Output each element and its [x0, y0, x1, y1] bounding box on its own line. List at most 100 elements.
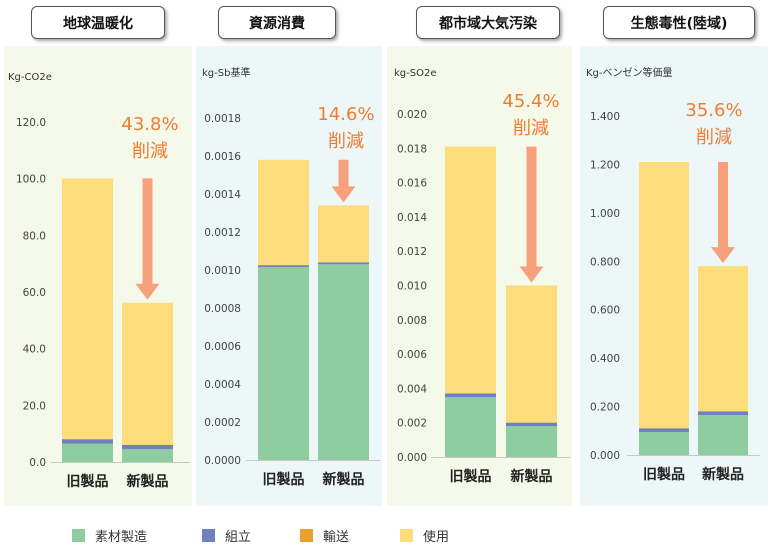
y-tick-label: 0.014 [397, 212, 427, 224]
y-tick-label: 0.0002 [204, 417, 241, 429]
bar-segment-use [62, 178, 113, 440]
bar-segment-material [506, 426, 557, 457]
legend-item-use: 使用 [400, 526, 449, 545]
bar-segment-use [698, 266, 748, 412]
y-tick-label: 0.000 [590, 450, 620, 462]
bar-segment-use [122, 302, 173, 445]
y-tick-label: 0.0016 [204, 151, 241, 163]
bar-segment-assembly [62, 439, 113, 444]
y-tick-label: 0.0004 [204, 379, 241, 391]
y-tick-label: 0.012 [397, 246, 427, 258]
x-category-label: 新製品 [511, 468, 553, 485]
y-tick-label: 20.0 [23, 400, 46, 412]
y-tick-label: 1.200 [590, 159, 620, 171]
x-category-label: 旧製品 [67, 473, 109, 490]
y-tick-label: 0.0014 [204, 189, 241, 201]
bar-segment-material [62, 443, 113, 462]
reduction-arrow [519, 146, 544, 283]
bar-segment-material [445, 396, 496, 457]
y-tick-label: 0.0008 [204, 303, 241, 315]
y-tick-label: 0.400 [590, 353, 620, 365]
reduction-arrow [331, 159, 356, 203]
unit-label: kg-SO2e [394, 68, 436, 79]
bar-segment-use [445, 146, 496, 394]
bar-segment-material [698, 415, 748, 455]
legend-item-transport: 輸送 [300, 526, 349, 545]
y-tick-label: 0.018 [397, 143, 427, 155]
y-tick-label: 0.600 [590, 305, 620, 317]
reduction-percent: 14.6% [317, 104, 374, 125]
legend-item-assembly: 組立 [202, 526, 251, 545]
chart-title: 地球温暖化 [31, 6, 165, 39]
bar-segment-assembly [445, 393, 496, 397]
legend-swatch [72, 529, 85, 542]
bar-segment-assembly [318, 262, 369, 265]
chart-panel-global-warming: 地球温暖化 Kg-CO2e 0.0 20.0 40.0 60.0 80.0 100.0 120… [0, 0, 196, 520]
x-category-label: 新製品 [127, 473, 169, 490]
chart-plot: Kg-CO2e 0.0 20.0 40.0 60.0 80.0 100.0 120.0 旧製品 新… [8, 72, 190, 490]
reduction-arrow [711, 162, 735, 264]
legend-label: 素材製造 [95, 530, 148, 545]
legend-label: 輸送 [323, 530, 350, 545]
y-tick-label: 60.0 [23, 287, 46, 299]
bar-segment-use [318, 205, 369, 263]
y-tick-label: 0.020 [397, 109, 427, 121]
unit-label: kg-Sb基準 [202, 66, 250, 79]
y-tick-label: 0.0010 [204, 265, 241, 277]
chart-title: 資源消費 [218, 6, 336, 39]
bar-segment-assembly [506, 422, 557, 427]
y-tick-label: 120.0 [16, 117, 46, 129]
legend-swatch [300, 529, 313, 542]
reduction-label: 削減 [696, 127, 732, 148]
reduction-label: 削減 [513, 118, 549, 139]
x-category-label: 旧製品 [450, 468, 492, 485]
chart-legend: 素材製造 組立 輸送 使用 [0, 526, 772, 548]
y-tick-label: 0.010 [397, 281, 427, 293]
legend-swatch [400, 529, 413, 542]
reduction-label: 削減 [132, 141, 168, 162]
legend-item-material: 素材製造 [72, 526, 147, 545]
bar-segment-use [258, 159, 309, 266]
y-tick-label: 0.006 [397, 349, 427, 361]
unit-label: Kg-ベンゼン等価量 [586, 66, 673, 79]
legend-label: 組立 [225, 530, 252, 545]
chart-title: 都市域大気汚染 [416, 6, 560, 39]
chart-plot: kg-SO2e 0.000 0.002 0.004 0.006 0.008 0.010 0.0… [394, 68, 570, 485]
reduction-percent: 43.8% [121, 114, 178, 135]
legend-swatch [202, 529, 215, 542]
chart-panel-terrestrial-ecotoxicity: 生態毒性(陸域) Kg-ベンゼン等価量 0.000 0.200 0.400 0.600 0… [574, 0, 772, 520]
bar-segment-assembly [639, 428, 689, 432]
y-tick-label: 0.016 [397, 178, 427, 190]
y-tick-label: 0.0018 [204, 113, 241, 125]
bar-segment-material [258, 267, 309, 460]
reduction-arrow [135, 178, 160, 300]
y-tick-label: 40.0 [23, 344, 46, 356]
chart-plot: kg-Sb基準 0.0000 0.0002 0.0004 0.0006 0.0008 0.0… [202, 66, 380, 488]
y-tick-label: 0.004 [397, 383, 427, 395]
bar-segment-material [122, 449, 173, 462]
x-category-label: 新製品 [323, 471, 365, 488]
y-tick-label: 0.008 [397, 315, 427, 327]
bar-segment-assembly [258, 265, 309, 268]
y-tick-label: 0.800 [590, 256, 620, 268]
bar-segment-use [639, 162, 689, 429]
y-tick-label: 1.000 [590, 208, 620, 220]
reduction-percent: 45.4% [502, 91, 559, 112]
bar-segment-assembly [698, 411, 748, 416]
bar-segment-assembly [122, 445, 173, 450]
unit-label: Kg-CO2e [8, 72, 52, 83]
bar-segment-material [639, 431, 689, 455]
y-tick-label: 0.0006 [204, 341, 241, 353]
reduction-label: 削減 [328, 131, 364, 152]
x-category-label: 新製品 [702, 466, 744, 483]
y-tick-label: 0.000 [397, 452, 427, 464]
y-tick-label: 1.400 [590, 111, 620, 123]
chart-panel-urban-air-pollution: 都市域大気汚染 kg-SO2e 0.000 0.002 0.004 0.006 0.008… [384, 0, 574, 520]
y-tick-label: 80.0 [23, 230, 46, 242]
chart-title: 生態毒性(陸域) [603, 6, 755, 39]
y-tick-label: 0.0012 [204, 227, 241, 239]
bar-segment-use [506, 285, 557, 423]
y-tick-label: 0.002 [397, 418, 427, 430]
y-tick-label: 0.200 [590, 402, 620, 414]
y-tick-label: 0.0000 [204, 455, 241, 467]
